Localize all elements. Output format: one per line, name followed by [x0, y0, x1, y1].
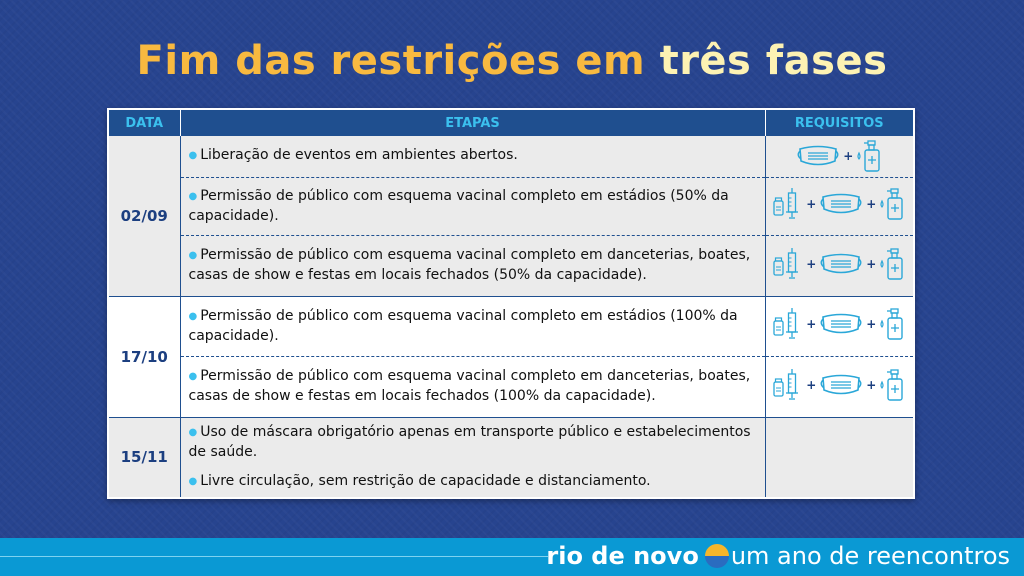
- step-text: Permissão de público com esquema vacinal…: [188, 187, 729, 224]
- sanitizer-icon: [879, 368, 905, 402]
- step-text: Permissão de público com esquema vacinal…: [188, 368, 751, 404]
- sun-logo-icon: [704, 544, 729, 568]
- list-item: ● Uso de máscara obrigatório apenas em tr…: [189, 423, 755, 462]
- header-requirements: REQUISITOS: [765, 110, 913, 136]
- bullet-icon: ●: [188, 475, 198, 487]
- mask-icon: [819, 312, 863, 336]
- vaccine-icon: [773, 247, 803, 281]
- bullet-icon: ●: [188, 250, 198, 261]
- requirements-cell: + +: [765, 176, 913, 235]
- page-title: Fim das restrições em três fases: [0, 38, 1024, 84]
- requirements-cell: + +: [765, 234, 913, 296]
- footer-logo: rio de novo um ano de reencontros: [546, 542, 1010, 570]
- plus-sign: +: [843, 149, 854, 164]
- mask-icon: [796, 144, 840, 168]
- requirements-cell: +: [765, 136, 913, 177]
- header-steps: ETAPAS: [180, 110, 766, 136]
- phases-table: DATA ETAPAS REQUISITOS 02/09 ● Liberação …: [107, 108, 915, 499]
- bullet-icon: ●: [188, 310, 198, 322]
- plus-sign: +: [866, 197, 877, 211]
- sanitizer-icon: [856, 139, 882, 173]
- step-cell: ● Liberação de eventos em ambientes abert…: [180, 136, 766, 177]
- list-item: ● Livre circulação, sem restrição de capa…: [189, 472, 755, 492]
- header-date: DATA: [109, 110, 181, 136]
- step-text: Permissão de público com esquema vacinal…: [188, 307, 738, 344]
- step-cell: ● Uso de máscara obrigatório apenas em tr…: [180, 416, 766, 497]
- footer-divider: [0, 556, 548, 557]
- bullet-icon: ●: [188, 426, 198, 438]
- title-highlight: três fases: [659, 38, 888, 84]
- plus-sign: +: [866, 377, 877, 392]
- plus-sign: +: [806, 256, 817, 271]
- step-cell: ● Permissão de público com esquema vacina…: [180, 176, 766, 235]
- sanitizer-icon: [879, 187, 905, 221]
- plus-sign: +: [866, 317, 877, 331]
- vaccine-icon: [773, 307, 803, 341]
- plus-sign: +: [866, 256, 877, 271]
- step-cell: ● Permissão de público com esquema vacina…: [180, 295, 766, 356]
- requirements-cell: + +: [765, 295, 913, 356]
- step-text: Livre circulação, sem restrição de capac…: [200, 472, 651, 489]
- requirements-cell: [765, 416, 913, 497]
- vaccine-icon: [773, 368, 803, 402]
- sanitizer-icon: [879, 247, 905, 281]
- step-text: Uso de máscara obrigatório apenas em tra…: [188, 423, 751, 460]
- step-cell: ● Permissão de público com esquema vacina…: [180, 355, 766, 417]
- step-text: Liberação de eventos em ambientes aberto…: [200, 147, 518, 164]
- mask-icon: [819, 252, 863, 276]
- footer-bar: rio de novo um ano de reencontros: [0, 538, 1024, 576]
- plus-sign: +: [806, 197, 817, 211]
- slogan: um ano de reencontros: [730, 542, 1010, 570]
- date-cell: 17/10: [109, 295, 181, 417]
- plus-sign: +: [806, 377, 817, 392]
- title-main: Fim das restrições em: [136, 38, 646, 84]
- mask-icon: [819, 373, 863, 397]
- brand-name: rio de novo: [546, 542, 699, 570]
- plus-sign: +: [806, 317, 817, 331]
- requirements-cell: + +: [765, 355, 913, 417]
- step-text: Permissão de público com esquema vacinal…: [188, 247, 751, 283]
- step-cell: ● Permissão de público com esquema vacina…: [180, 234, 766, 296]
- date-cell: 15/11: [109, 416, 181, 497]
- bullet-icon: ●: [188, 150, 198, 162]
- bullet-icon: ●: [188, 190, 198, 202]
- mask-icon: [819, 192, 863, 216]
- date-cell: 02/09: [109, 136, 181, 296]
- sanitizer-icon: [879, 307, 905, 341]
- bullet-icon: ●: [188, 371, 198, 382]
- vaccine-icon: [773, 187, 803, 221]
